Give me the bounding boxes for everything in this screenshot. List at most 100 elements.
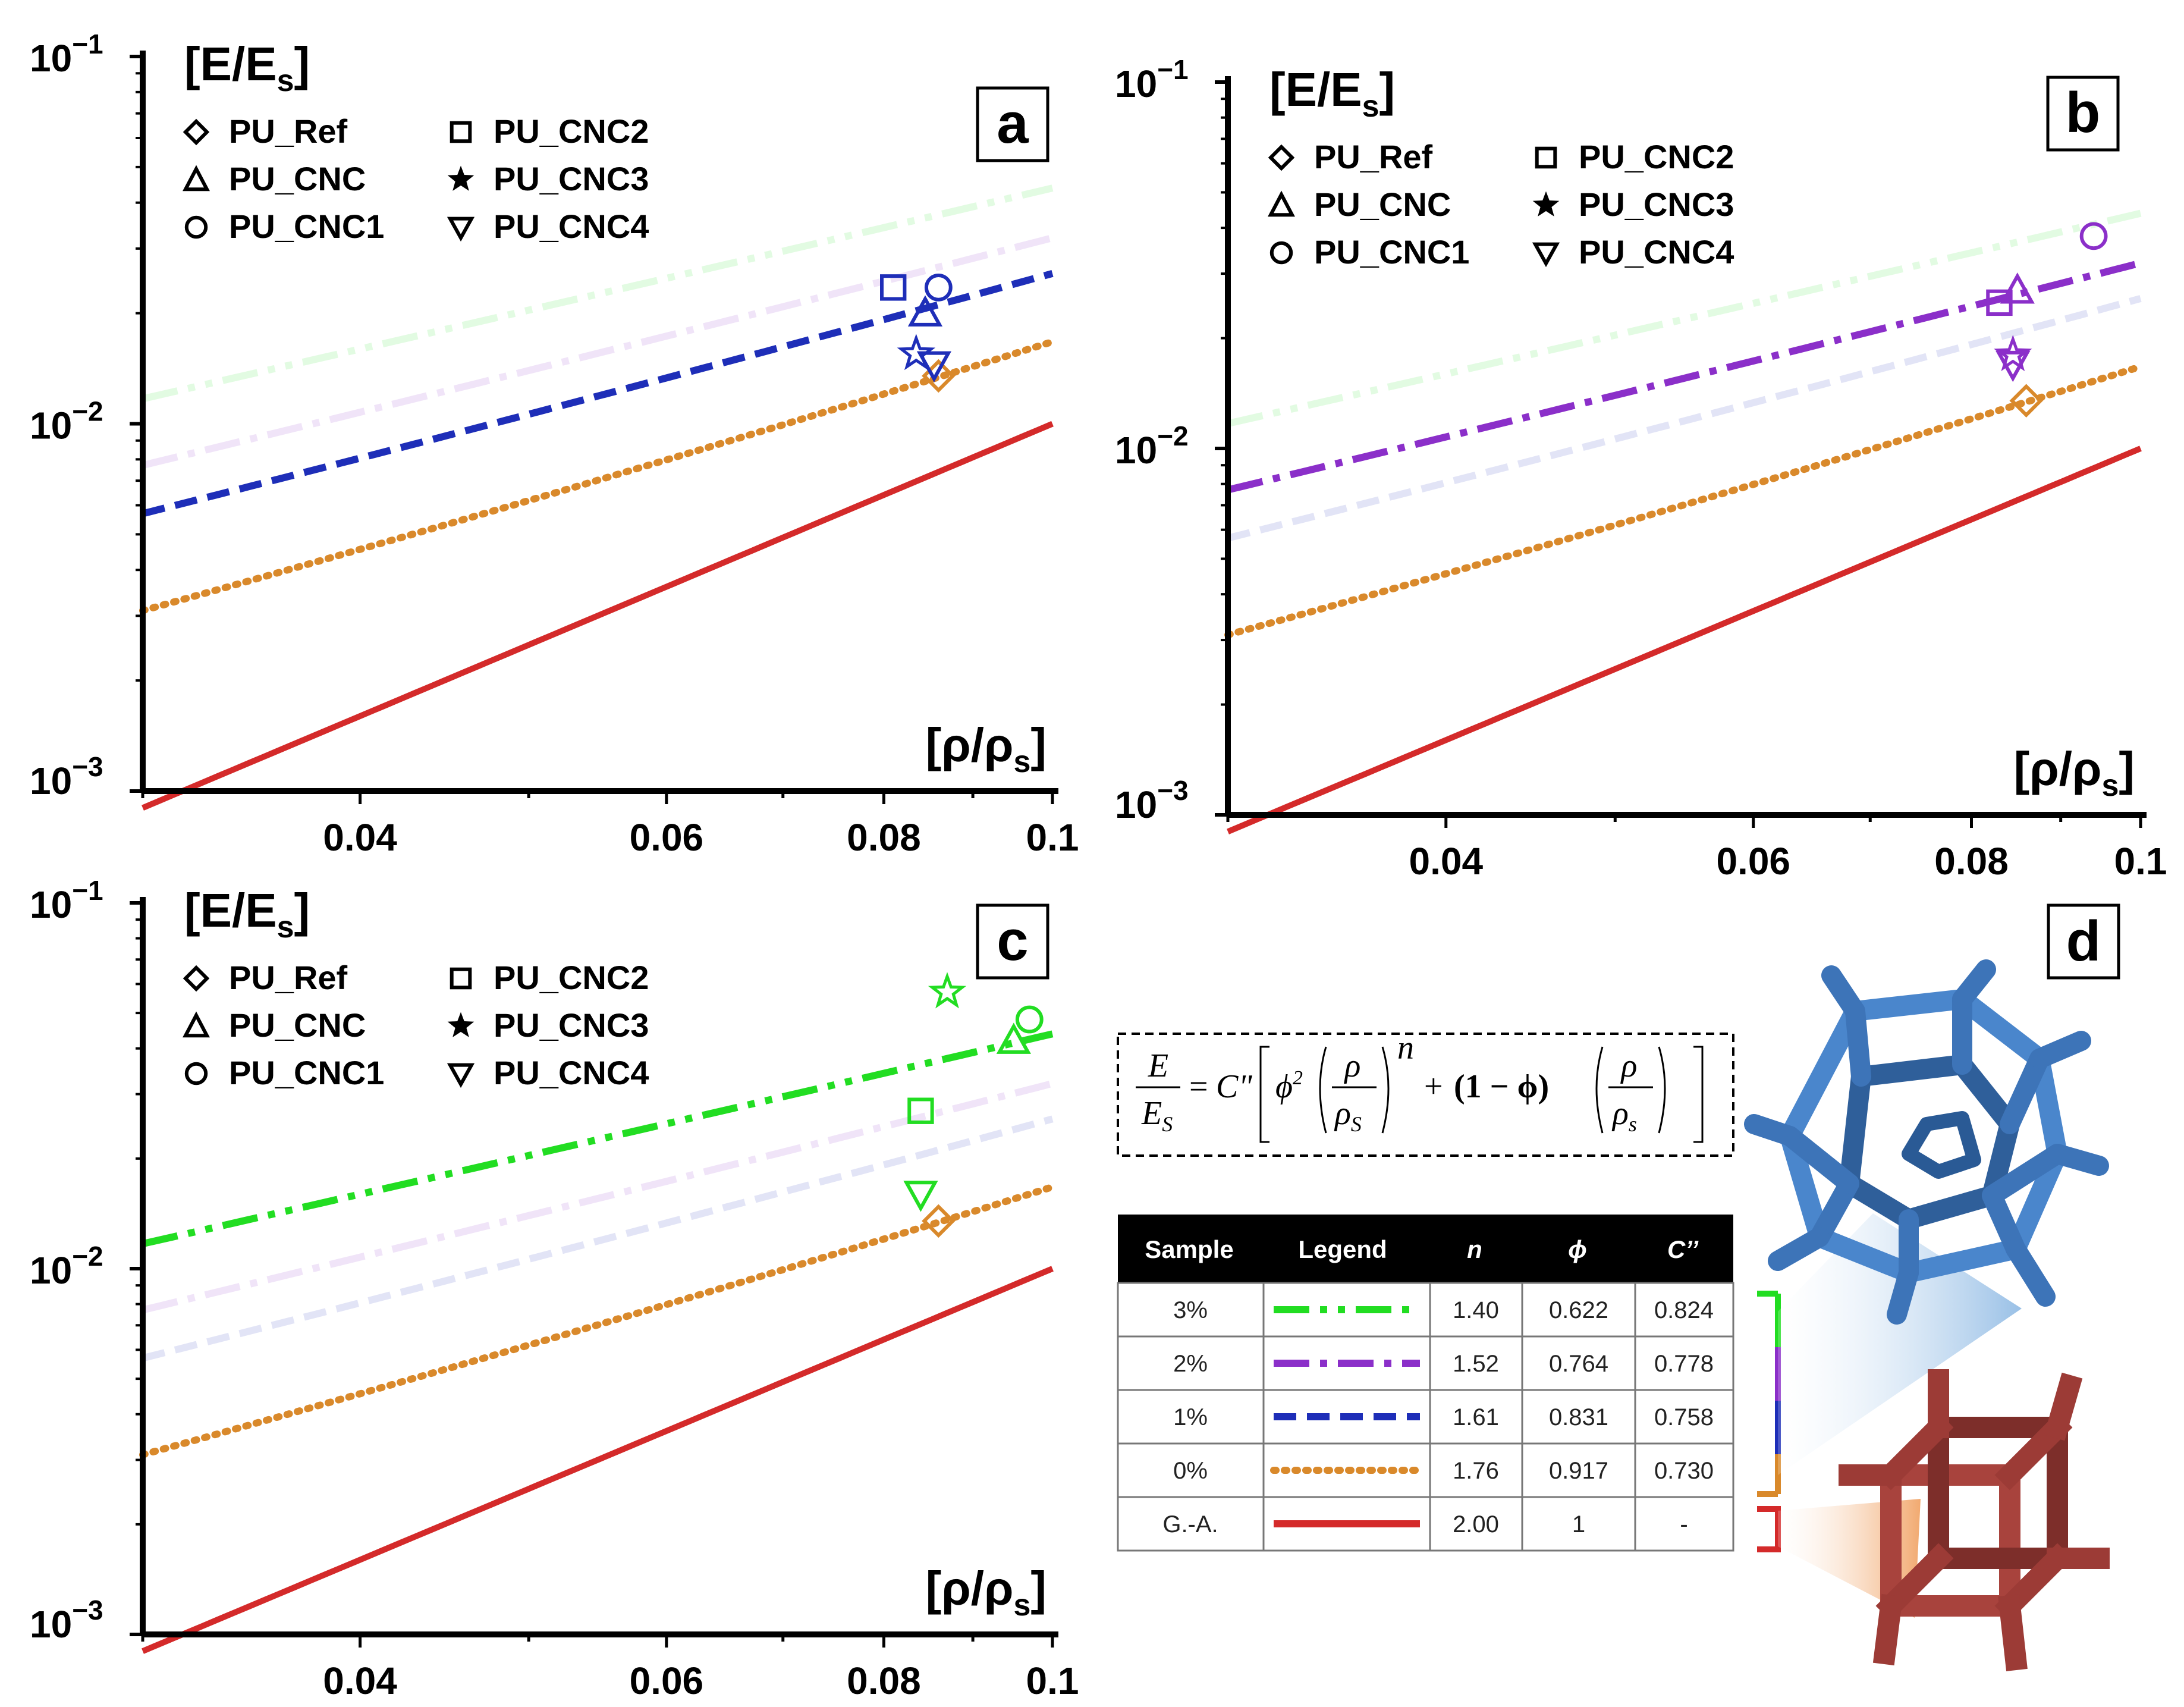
kelvin-cell-icon [1744,959,2109,1325]
marker-pu-cnc2 [907,1097,934,1124]
marker-pu-cnc1 [1015,1005,1044,1034]
marker-pu-cnc [996,1022,1031,1054]
table-cell-sample: G.-A. [1162,1511,1218,1537]
chart-panel-c: 10−1 10−2 10−3 0.04 0.06 0.08 0.1 [E/Es] [ρ/ρs] P… [30,875,1079,1702]
y-axis-label: [E/Es] [1269,63,1395,124]
marker-pu-cnc [2000,272,2035,304]
table-bracket [1757,1291,1781,1552]
eq-one-minus-phi: (1 − ϕ) [1454,1068,1549,1105]
panel-letter: a [997,92,1029,155]
panel-letter-box [976,86,1049,162]
legend-symbol-circle-icon [184,1062,208,1085]
legend-label: PU_CNC4 [1579,233,1734,271]
y-axis-label: [E/Es] [184,884,310,945]
table-cell-c: - [1680,1511,1688,1537]
legend-label: PU_Ref [1314,138,1433,175]
legend-label: PU_CNC [1314,186,1451,223]
model-line-GA [142,421,1054,811]
legend-symbol-star-icon [447,165,474,191]
table-cell-phi: 0.831 [1549,1404,1608,1430]
y-tick-label: 10−3 [30,751,103,802]
y-tick-label: 10−3 [1115,775,1189,826]
eq-rho2: ρ [1620,1047,1638,1084]
legend-label: PU_CNC [229,160,366,197]
legend: PU_Ref PU_CNC PU_CNC1 PU_CNC2 PU_CNC3 PU_CNC4 [183,959,649,1091]
marker-pu-cnc3 [897,334,936,371]
table-cell-n: 2.00 [1453,1511,1499,1537]
eq-rho: ρ [1344,1047,1361,1084]
marker-pu-cnc2 [880,274,907,301]
x-tick-label: 0.04 [323,816,397,859]
legend-symbol-triangle-icon [183,165,210,192]
model-line-0 [139,1183,1056,1458]
y-axis-label: [E/Es] [184,37,310,98]
eq-lhs-num: E [1148,1047,1168,1084]
x-axis-label: [ρ/ρs] [926,718,1047,779]
chart-panel-b: 10−1 10−2 10−3 0.04 0.06 0.08 0.1 [E/Es] [ρ/ρs] P… [1115,54,2167,883]
legend-label: PU_CNC2 [494,112,649,150]
chart-panel-a: 10−1 10−2 10−3 0.04 0.06 0.08 0.1 [E/Es] [ρ/ρs] P… [30,29,1079,859]
panel-d-letterbox: d [2047,903,2120,980]
marker-pu-cnc3 [928,972,967,1009]
table-header-sample: Sample [1145,1235,1233,1263]
x-tick-label: 0.1 [1026,816,1079,859]
eq-c: C" [1216,1068,1252,1105]
legend-symbol-square-icon [450,967,472,990]
legend-label: PU_CNC1 [229,1054,384,1091]
y-tick-label: 10−3 [30,1595,103,1646]
legend-label: PU_CNC1 [1314,233,1469,271]
table-cell-n: 1.40 [1453,1297,1499,1323]
cubic-cell-icon [1839,1369,2110,1671]
table-cell-c: 0.778 [1654,1351,1714,1377]
x-tick-label: 0.1 [2114,840,2167,883]
table-cell-sample: 0% [1173,1458,1208,1484]
legend-symbol-circle-icon [1269,241,1293,265]
model-line-0 [1224,363,2144,639]
panel-letter-box [976,903,1049,980]
eq-phi: ϕ2 [1275,1067,1303,1105]
marker-pu-cnc4 [916,351,952,383]
model-line-2 [142,1080,1054,1314]
y-tick-label: 10−2 [1115,421,1189,472]
table-cell-n: 1.52 [1453,1351,1499,1377]
legend-label: PU_CNC3 [1579,186,1734,223]
x-tick-label: 0.06 [630,1659,704,1702]
equation-box: E ES = C" ϕ2 ρ ρS n + (1 − ϕ) ρ ρs [1117,1030,1734,1157]
table-cell-sample: 2% [1173,1351,1208,1377]
legend-symbol-square-icon [1535,146,1557,169]
y-tick-label: 10−1 [30,875,103,926]
legend-label: PU_CNC1 [229,208,384,245]
x-tick-label: 0.04 [1409,840,1483,883]
table-cell-phi: 1 [1572,1511,1585,1537]
panel-letter: b [2066,81,2101,145]
table-row [1117,1282,1734,1338]
legend-symbol-diamond-icon [183,118,210,146]
model-line-1 [1227,295,2142,542]
x-axis-label: [ρ/ρs] [926,1562,1047,1623]
blue-cone [1778,1213,2022,1475]
y-tick-label: 10−2 [30,1241,103,1292]
table-cell-sample: 1% [1173,1404,1208,1430]
legend-label: PU_Ref [229,959,348,996]
legend-symbol-diamond-icon [1268,144,1295,171]
x-tick-label: 0.1 [1026,1659,1079,1702]
marker-pu-cnc4 [903,1181,938,1212]
cell-illustrations [1744,959,2110,1671]
x-tick-label: 0.04 [323,1659,397,1702]
legend-label: PU_CNC4 [494,1054,649,1091]
legend: PU_Ref PU_CNC PU_CNC1 PU_CNC2 PU_CNC3 PU_CNC4 [183,112,649,245]
y-tick-label: 10−2 [30,396,103,447]
x-axis-label: [ρ/ρs] [2014,742,2135,803]
x-tick-label: 0.08 [847,1659,921,1702]
legend-label: PU_CNC2 [494,959,649,996]
legend-label: PU_CNC [229,1006,366,1044]
legend-symbol-inverted-triangle-icon [447,1063,475,1088]
x-tick-label: 0.08 [1934,840,2009,883]
legend-label: PU_Ref [229,112,348,150]
table-header-n: n [1467,1235,1482,1263]
y-tick-label: 10−1 [30,29,103,80]
table-cell-phi: 0.764 [1549,1351,1608,1377]
table-row [1117,1389,1734,1445]
eq-rho-s: ρS [1334,1095,1362,1136]
